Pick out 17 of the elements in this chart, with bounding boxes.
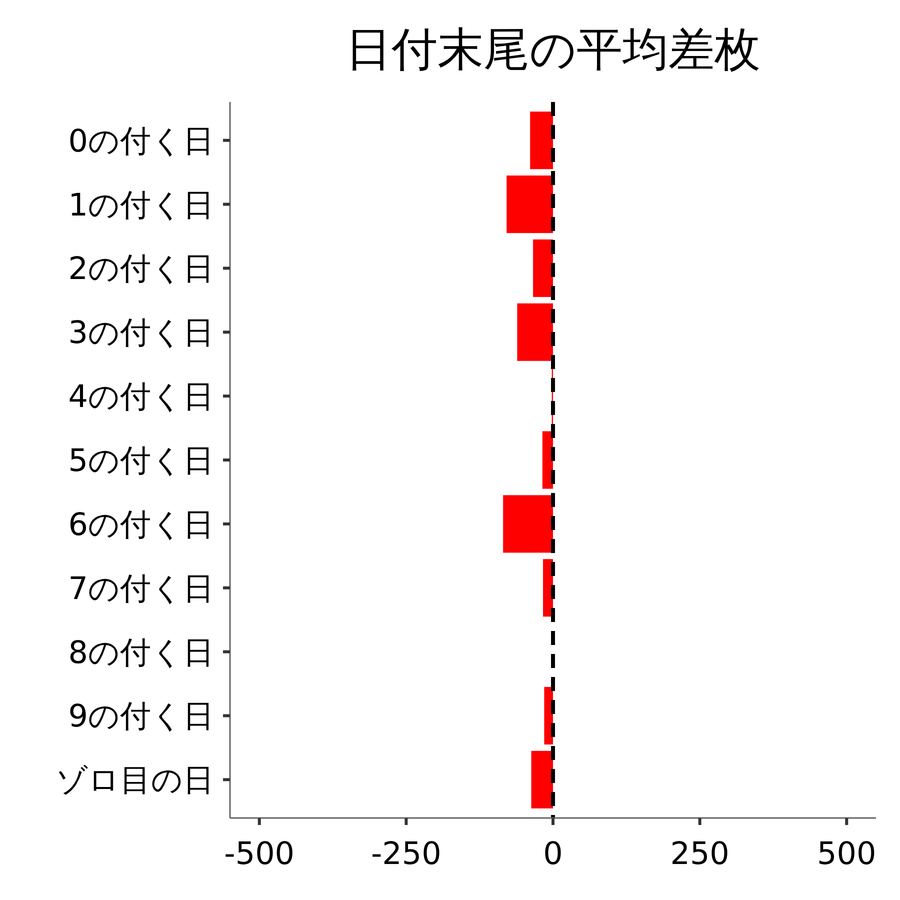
y-tick-label: 3の付く日: [68, 315, 214, 352]
y-tick-label: 2の付く日: [68, 251, 214, 288]
y-tick-label: 8の付く日: [68, 634, 214, 671]
y-tick-label: 5の付く日: [68, 443, 214, 479]
chart-title: 日付末尾の平均差枚: [346, 22, 760, 76]
x-tick-label: -500: [224, 836, 295, 872]
y-tick-label: 6の付く日: [68, 506, 214, 543]
y-tick-label: 7の付く日: [68, 570, 214, 607]
x-tick-label: 500: [817, 836, 876, 872]
y-tick-label: 1の付く日: [68, 187, 214, 224]
x-tick-label: 0: [543, 836, 563, 872]
y-tick-label: 0の付く日: [68, 123, 214, 160]
y-tick-label: 9の付く日: [68, 698, 214, 735]
y-tick-label: 4の付く日: [68, 379, 214, 416]
y-tick-label: ゾロ目の日: [56, 762, 214, 799]
x-tick-label: -250: [371, 836, 442, 872]
x-tick-label: 250: [670, 836, 730, 872]
